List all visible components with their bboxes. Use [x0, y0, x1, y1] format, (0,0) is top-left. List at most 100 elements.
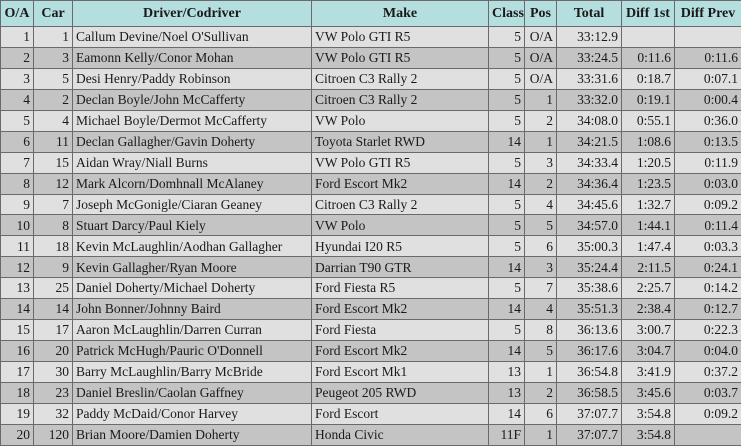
cell-make: Ford Escort: [312, 403, 489, 424]
cell-total: 33:24.5: [557, 47, 622, 68]
cell-car: 9: [34, 257, 73, 278]
cell-car: 32: [34, 403, 73, 424]
cell-driver: Mark Alcorn/Domhnall McAlaney: [73, 173, 312, 194]
cell-cls: 5: [489, 68, 525, 89]
cell-total: 37:07.7: [557, 424, 622, 445]
cell-oa: 4: [1, 89, 34, 110]
cell-pos: 1: [525, 362, 557, 383]
cell-make: Ford Fiesta R5: [312, 278, 489, 299]
cell-pos: 2: [525, 382, 557, 403]
cell-make: Darrian T90 GTR: [312, 257, 489, 278]
cell-total: 36:13.6: [557, 320, 622, 341]
column-header-driver[interactable]: Driver/Codriver: [73, 1, 312, 27]
cell-driver: Eamonn Kelly/Conor Mohan: [73, 47, 312, 68]
column-header-pos[interactable]: Pos: [525, 1, 557, 27]
column-header-diff-1st[interactable]: Diff 1st: [622, 1, 675, 27]
column-header-oa[interactable]: O/A: [1, 1, 34, 27]
cell-cls: 14: [489, 403, 525, 424]
cell-car: 4: [34, 110, 73, 131]
cell-driver: Michael Boyle/Dermot McCafferty: [73, 110, 312, 131]
cell-make: VW Polo: [312, 215, 489, 236]
cell-cls: 13: [489, 382, 525, 403]
column-header-total[interactable]: Total: [557, 1, 622, 27]
cell-car: 7: [34, 194, 73, 215]
cell-oa: 3: [1, 68, 34, 89]
cell-dp: 0:37.2: [675, 362, 741, 383]
cell-oa: 17: [1, 362, 34, 383]
cell-total: 34:21.5: [557, 131, 622, 152]
cell-d1: 1:08.6: [622, 131, 675, 152]
cell-cls: 14: [489, 173, 525, 194]
column-header-make[interactable]: Make: [312, 1, 489, 27]
cell-oa: 2: [1, 47, 34, 68]
cell-oa: 5: [1, 110, 34, 131]
cell-pos: 5: [525, 341, 557, 362]
cell-pos: 4: [525, 194, 557, 215]
cell-make: Citroen C3 Rally 2: [312, 68, 489, 89]
cell-oa: 20: [1, 424, 34, 445]
cell-d1: [622, 27, 675, 48]
cell-pos: 5: [525, 215, 557, 236]
cell-total: 33:32.0: [557, 89, 622, 110]
cell-total: 36:54.8: [557, 362, 622, 383]
cell-cls: 5: [489, 152, 525, 173]
cell-driver: Kevin Gallagher/Ryan Moore: [73, 257, 312, 278]
cell-d1: 3:54.8: [622, 424, 675, 445]
cell-dp: 0:13.5: [675, 131, 741, 152]
cell-dp: [675, 424, 741, 445]
cell-make: Ford Fiesta: [312, 320, 489, 341]
cell-car: 8: [34, 215, 73, 236]
cell-driver: Barry McLaughlin/Barry McBride: [73, 362, 312, 383]
column-header-diff-prev[interactable]: Diff Prev: [675, 1, 741, 27]
cell-cls: 5: [489, 320, 525, 341]
cell-d1: 1:32.7: [622, 194, 675, 215]
cell-pos: 2: [525, 173, 557, 194]
cell-car: 12: [34, 173, 73, 194]
cell-cls: 5: [489, 47, 525, 68]
cell-dp: 0:03.3: [675, 236, 741, 257]
cell-car: 3: [34, 47, 73, 68]
cell-car: 25: [34, 278, 73, 299]
cell-car: 17: [34, 320, 73, 341]
cell-pos: 8: [525, 320, 557, 341]
column-header-car[interactable]: Car: [34, 1, 73, 27]
cell-oa: 12: [1, 257, 34, 278]
cell-pos: 1: [525, 424, 557, 445]
cell-make: Ford Escort Mk2: [312, 173, 489, 194]
column-header-class[interactable]: Class: [489, 1, 525, 27]
cell-driver: Aidan Wray/Niall Burns: [73, 152, 312, 173]
cell-make: VW Polo GTI R5: [312, 47, 489, 68]
cell-car: 23: [34, 382, 73, 403]
cell-total: 35:51.3: [557, 299, 622, 320]
cell-d1: 1:47.4: [622, 236, 675, 257]
cell-total: 35:24.4: [557, 257, 622, 278]
cell-cls: 13: [489, 362, 525, 383]
cell-cls: 5: [489, 27, 525, 48]
cell-car: 120: [34, 424, 73, 445]
cell-cls: 14: [489, 299, 525, 320]
cell-oa: 8: [1, 173, 34, 194]
cell-car: 18: [34, 236, 73, 257]
cell-pos: 7: [525, 278, 557, 299]
cell-pos: 3: [525, 152, 557, 173]
